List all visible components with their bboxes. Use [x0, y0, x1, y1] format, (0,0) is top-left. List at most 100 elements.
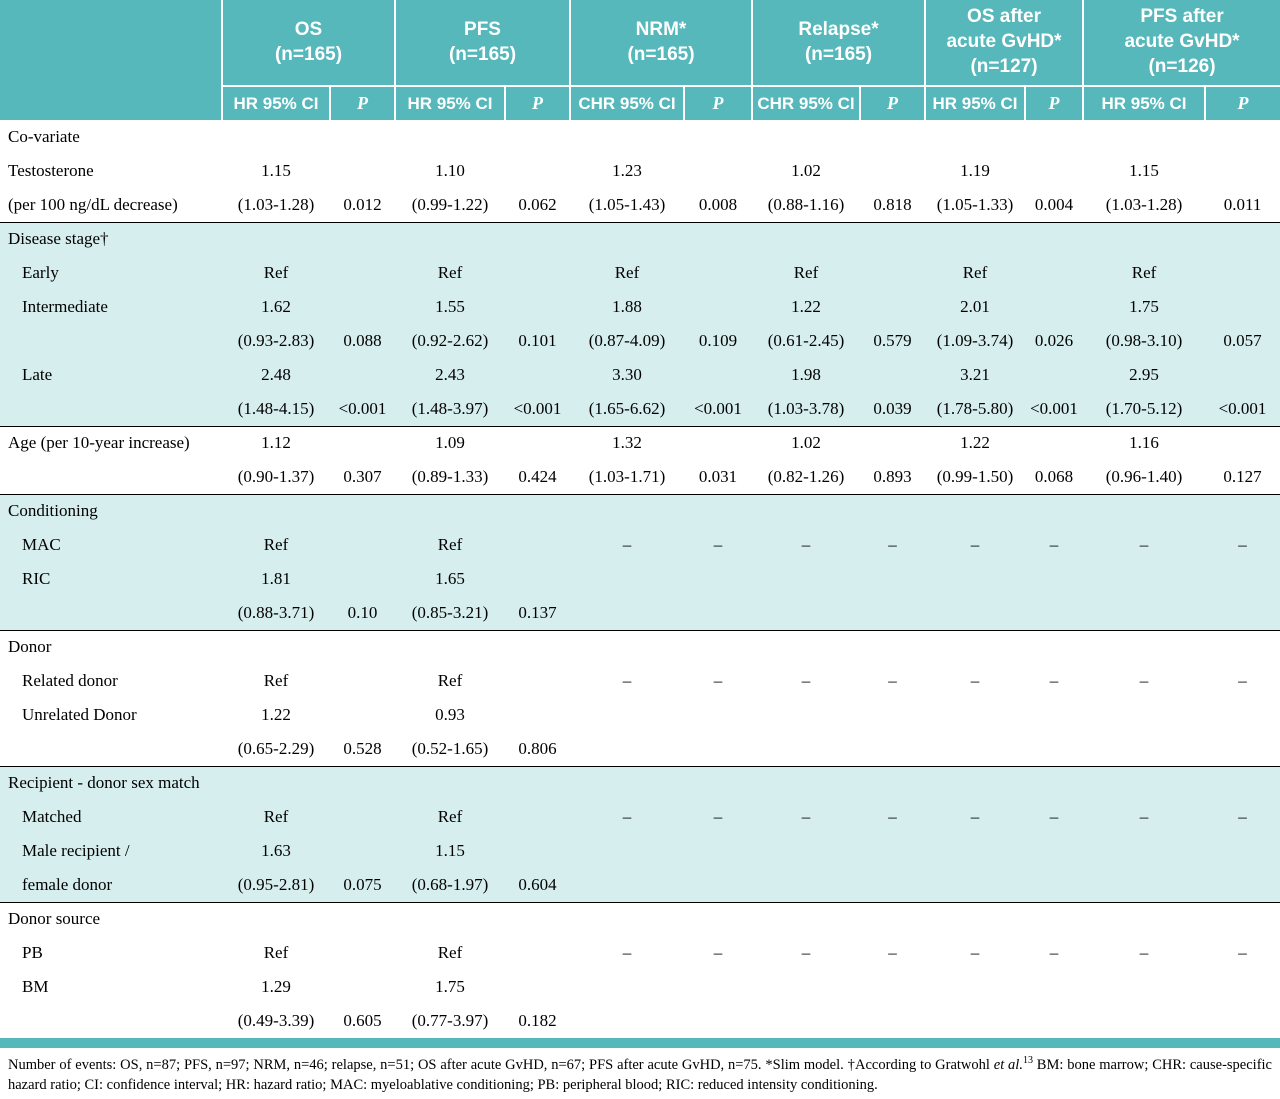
hr-cell: [925, 493, 1025, 528]
table-row: MAC Ref Ref – – – – – – – –: [0, 528, 1280, 562]
hr-cell: [570, 868, 684, 902]
p-cell: [505, 936, 570, 970]
hr-cell: [570, 765, 684, 800]
p-cell: [505, 493, 570, 528]
table-row: (0.90-1.37) 0.307 (0.89-1.33) 0.424 (1.03-1.…: [0, 460, 1280, 494]
hr-cell: [752, 221, 860, 256]
p-cell: [684, 868, 752, 902]
hr-cell: 3.21: [925, 358, 1025, 392]
hr-cell: (1.09-3.74): [925, 324, 1025, 358]
row-label: PB: [0, 936, 222, 970]
hr-cell: 1.22: [222, 698, 330, 732]
row-label: (per 100 ng/dL decrease): [0, 188, 222, 222]
p-cell: 0.012: [330, 188, 395, 222]
hr-cell: Ref: [1083, 256, 1206, 290]
hr-cell: Ref: [222, 936, 330, 970]
p-cell: [860, 596, 925, 630]
hr-cell: [925, 732, 1025, 766]
p-cell: [860, 154, 925, 188]
p-cell: [1205, 358, 1280, 392]
p-cell: [505, 256, 570, 290]
p-cell: [505, 425, 570, 460]
column-group-pfs-after-gvhd: PFS after acute GvHD* (n=126): [1082, 0, 1280, 86]
hr-cell: [395, 901, 505, 936]
p-cell: [330, 256, 395, 290]
hr-cell: (0.88-1.16): [752, 188, 860, 222]
p-cell: [860, 290, 925, 324]
column-group-os-after-gvhd: OS after acute GvHD* (n=127): [923, 0, 1084, 86]
hr-cell: Ref: [395, 528, 505, 562]
p-cell: [1025, 868, 1084, 902]
p-cell: [684, 221, 752, 256]
column-group-pfs: PFS (n=165): [394, 0, 570, 86]
hr-cell: [1083, 901, 1206, 936]
p-cell: [505, 664, 570, 698]
p-cell: [684, 120, 752, 154]
p-cell: 0.039: [860, 392, 925, 426]
hr-cell: (0.93-2.83): [222, 324, 330, 358]
hr-cell: (0.89-1.33): [395, 460, 505, 494]
subheader-hr-pfs-after: HR 95% CI: [1082, 85, 1206, 120]
p-cell: [684, 562, 752, 596]
footnote: Number of events: OS, n=87; PFS, n=97; N…: [0, 1048, 1280, 1095]
hr-cell: [1083, 970, 1206, 1004]
p-cell: <0.001: [330, 392, 395, 426]
hr-cell: [752, 834, 860, 868]
row-label: MAC: [0, 528, 222, 562]
p-cell: [1025, 425, 1084, 460]
p-cell: 0.101: [505, 324, 570, 358]
hr-cell: [222, 221, 330, 256]
p-cell: 0.10: [330, 596, 395, 630]
hr-cell: [752, 970, 860, 1004]
p-cell: [1205, 256, 1280, 290]
hr-cell: [395, 120, 505, 154]
hr-cell: (0.92-2.62): [395, 324, 505, 358]
p-cell: [1025, 732, 1084, 766]
corner-cell: [0, 0, 222, 86]
p-cell: [860, 425, 925, 460]
p-cell: [1205, 425, 1280, 460]
hr-cell: (1.03-1.28): [222, 188, 330, 222]
p-cell: [684, 629, 752, 664]
hr-cell: [570, 629, 684, 664]
hr-cell: Ref: [752, 256, 860, 290]
p-cell: [330, 528, 395, 562]
hr-cell: 3.30: [570, 358, 684, 392]
p-cell: 0.026: [1025, 324, 1084, 358]
p-cell: 0.127: [1205, 460, 1280, 494]
hr-cell: –: [570, 800, 684, 834]
table-row: Donor: [0, 629, 1280, 664]
row-label: Male recipient /: [0, 834, 222, 868]
p-cell: [860, 562, 925, 596]
hr-cell: [570, 596, 684, 630]
hr-cell: [925, 698, 1025, 732]
table-row: RIC 1.81 1.65: [0, 562, 1280, 596]
hr-cell: [222, 493, 330, 528]
table-row: Male recipient /1.63 1.15: [0, 834, 1280, 868]
p-cell: [505, 629, 570, 664]
p-cell: [860, 698, 925, 732]
row-label: RIC: [0, 562, 222, 596]
hr-cell: 2.01: [925, 290, 1025, 324]
p-cell: [505, 765, 570, 800]
p-cell: [860, 358, 925, 392]
p-cell: 0.806: [505, 732, 570, 766]
hr-cell: (0.98-3.10): [1083, 324, 1206, 358]
subheader-chr-nrm: CHR 95% CI: [569, 85, 684, 120]
p-cell: [860, 221, 925, 256]
hr-cell: 1.02: [752, 425, 860, 460]
hr-cell: (1.03-1.71): [570, 460, 684, 494]
hr-cell: [925, 970, 1025, 1004]
p-cell: <0.001: [1025, 392, 1084, 426]
subheader-p-relapse: P: [859, 85, 925, 120]
p-cell: [1205, 120, 1280, 154]
subheader-p-pfs: P: [504, 85, 570, 120]
p-cell: [505, 800, 570, 834]
hr-cell: (1.78-5.80): [925, 392, 1025, 426]
hr-cell: 1.19: [925, 154, 1025, 188]
p-cell: [505, 901, 570, 936]
hr-cell: (0.61-2.45): [752, 324, 860, 358]
hr-cell: –: [925, 528, 1025, 562]
hr-cell: (0.52-1.65): [395, 732, 505, 766]
p-cell: [505, 562, 570, 596]
